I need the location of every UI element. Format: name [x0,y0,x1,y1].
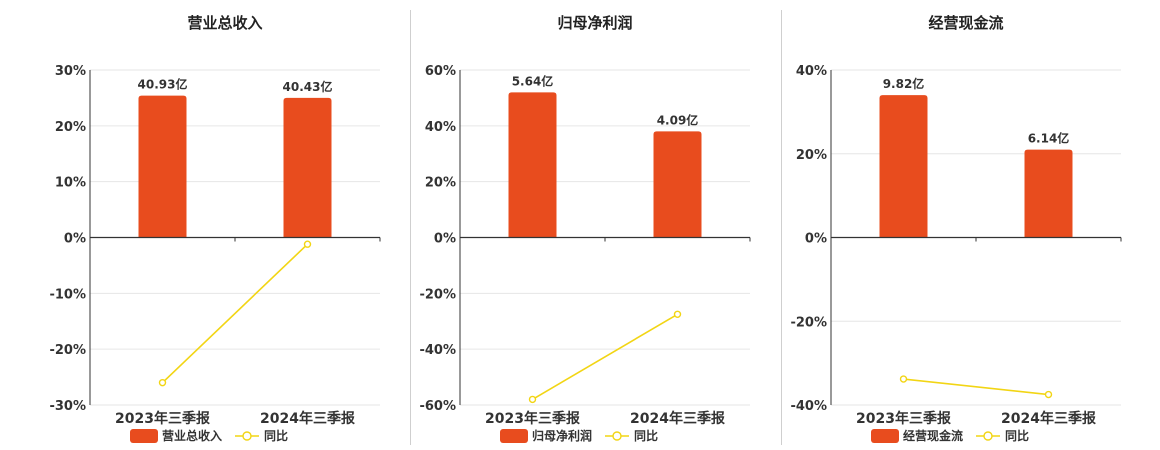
chart-panel-revenue: 营业总收入 30% 20% 10% 0% -10% -20% -30% 40.93亿 40.43… [40,0,410,450]
bar [508,92,557,238]
chart-svg: 60% 40% 20% 0% -20% -40% -60% 5.64亿 4.09亿 2023年三季… [419,64,751,443]
bar-data-label: 4.09亿 [657,112,699,127]
x-category-label: 2024年三季报 [260,410,355,427]
chart-title: 经营现金流 [928,14,1004,32]
bar-data-label: 9.82亿 [883,76,925,91]
y-tick-label: -20% [419,287,456,302]
x-category-label: 2023年三季报 [115,410,210,427]
y-tick-label: -40% [419,343,456,358]
legend-bar-swatch [500,429,528,443]
panel-divider [410,10,411,445]
y-tick-label: 0% [434,232,456,247]
chart-svg: 40% 20% 0% -20% -40% 9.82亿 6.14亿 2023年三季报 2024年三… [790,64,1122,443]
chart-panel-operating-cash-flow: 经营现金流 40% 20% 0% -20% -40% 9.82亿 6.14亿 2023年三季报… [781,0,1151,450]
yoy-point [673,310,682,318]
chart-title: 归母净利润 [557,14,633,32]
legend-bar-swatch [130,429,158,443]
x-category-label: 2023年三季报 [485,410,580,427]
legend-bar-label: 经营现金流 [903,428,963,443]
y-tick-label: -20% [790,315,827,330]
yoy-point [528,395,537,404]
bar-data-label: 40.93亿 [138,77,188,92]
y-tick-label: -20% [49,343,86,358]
legend-bar-label: 归母净利润 [532,428,592,443]
bar-data-label: 6.14亿 [1028,131,1070,146]
legend-line-label: 同比 [264,428,288,443]
bar [1024,149,1073,238]
bar [283,97,332,238]
y-tick-label: 40% [796,64,827,79]
yoy-line [903,378,1049,396]
chart-svg: 30% 20% 10% 0% -10% -20% -30% 40.93亿 40.43亿 2023年… [49,64,381,443]
y-tick-label: 20% [796,148,827,163]
x-category-label: 2024年三季报 [630,410,725,427]
y-tick-label: 20% [55,120,86,135]
legend-line-label: 同比 [1005,428,1029,443]
legend-bar-label: 营业总收入 [162,428,222,443]
y-tick-label: 0% [805,232,827,247]
yoy-line [161,243,309,384]
bar-data-label: 5.64亿 [512,73,554,88]
yoy-point [303,240,312,248]
yoy-point [899,375,908,383]
legend-line-marker [612,431,622,441]
y-tick-label: -40% [790,399,827,414]
x-category-label: 2023年三季报 [856,410,951,427]
y-tick-label: -60% [419,399,456,414]
y-tick-label: 0% [64,232,86,247]
yoy-point [1044,390,1053,399]
y-tick-label: -10% [49,287,86,302]
bar-data-label: 40.43亿 [283,79,333,94]
bar [879,95,928,238]
chart-panel-net-profit: 归母净利润 60% 40% 20% 0% -20% -40% -60% 5.64亿 4.09亿 2… [410,0,780,450]
bar [653,131,702,238]
legend-bar-swatch [871,429,899,443]
y-tick-label: 40% [425,120,456,135]
legend-line-marker [242,431,252,441]
y-tick-label: 60% [425,64,456,79]
yoy-line [532,313,678,401]
y-tick-label: -30% [49,399,86,414]
legend-line-marker [983,431,993,441]
x-category-label: 2024年三季报 [1001,410,1096,427]
legend-line-label: 同比 [634,428,658,443]
panel-divider [781,10,782,445]
y-tick-label: 20% [425,176,456,191]
y-tick-label: 30% [55,64,86,79]
bar [138,95,187,238]
yoy-point [158,378,167,387]
chart-title: 营业总收入 [187,14,263,32]
y-tick-label: 10% [55,176,86,191]
